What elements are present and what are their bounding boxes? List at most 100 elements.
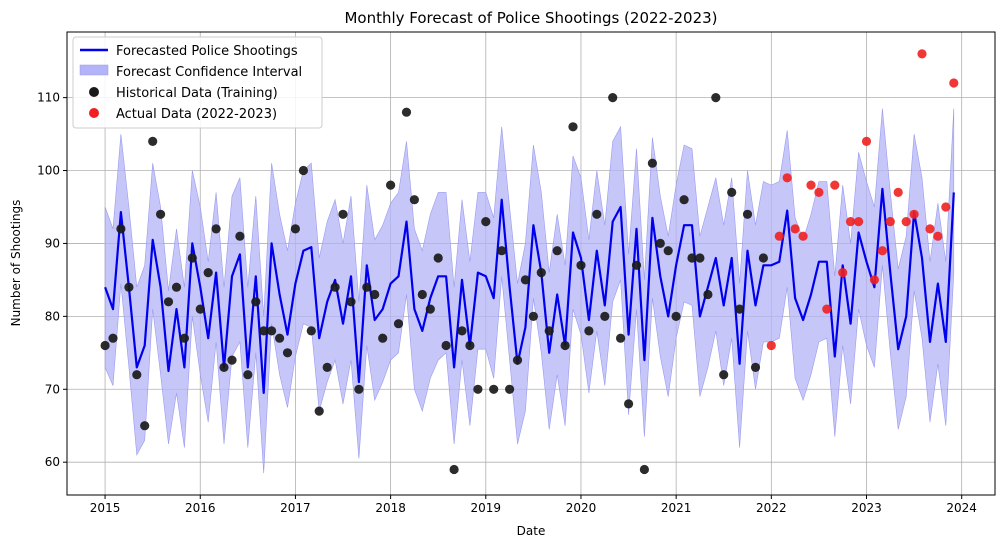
historical-point: [156, 209, 166, 219]
historical-point: [576, 260, 586, 270]
historical-point: [354, 384, 364, 394]
x-tick-label: 2022: [756, 501, 787, 515]
legend: Forecasted Police Shootings Forecast Con…: [72, 36, 323, 129]
legend-entry-historical: Historical Data (Training): [116, 86, 278, 101]
historical-point: [203, 268, 213, 278]
historical-point: [282, 348, 293, 358]
actual-point: [766, 340, 776, 351]
actual-points: [766, 49, 959, 351]
historical-point: [163, 297, 174, 307]
chart-title: Monthly Forecast of Police Shootings (20…: [344, 9, 717, 27]
historical-point: [219, 362, 229, 372]
historical-point: [457, 326, 467, 336]
x-tick-label: 2020: [566, 501, 597, 515]
historical-point: [314, 406, 324, 416]
legend-band-swatch: [79, 64, 109, 76]
historical-point: [362, 282, 372, 292]
historical-point: [338, 209, 348, 219]
historical-point: [473, 384, 483, 394]
historical-point: [330, 282, 340, 292]
y-tick-label: 100: [37, 164, 60, 178]
historical-point: [497, 246, 507, 256]
historical-point: [560, 340, 570, 351]
historical-point: [449, 464, 459, 475]
historical-point: [100, 340, 110, 351]
historical-point: [544, 326, 554, 336]
historical-point: [211, 224, 221, 234]
historical-point: [298, 165, 308, 176]
y-tick-label: 80: [45, 309, 60, 323]
historical-point: [346, 297, 356, 307]
y-tick-label: 110: [37, 91, 60, 105]
actual-point: [782, 173, 792, 183]
historical-point: [655, 238, 665, 248]
historical-point: [140, 421, 150, 431]
y-tick-label: 60: [45, 455, 60, 469]
historical-point: [568, 122, 578, 132]
actual-point: [838, 268, 848, 278]
confidence-band: [104, 108, 955, 474]
historical-point: [687, 253, 697, 263]
historical-point: [275, 333, 285, 343]
historical-point: [425, 304, 435, 314]
actual-point: [885, 217, 895, 227]
x-tick-label: 2023: [851, 501, 882, 515]
x-axis-title: Date: [517, 524, 546, 538]
actual-point: [941, 202, 951, 212]
historical-point: [441, 340, 451, 351]
historical-point: [378, 333, 388, 343]
historical-point: [592, 209, 602, 219]
historical-point: [251, 297, 261, 307]
historical-point: [600, 311, 610, 321]
actual-point: [822, 304, 832, 314]
actual-point: [814, 187, 824, 197]
actual-point: [774, 231, 784, 241]
legend-entry-actual: Actual Data (2022-2023): [116, 107, 277, 122]
x-tick-label: 2016: [185, 501, 216, 515]
actual-point: [798, 231, 808, 241]
historical-point: [259, 326, 269, 336]
plot-frame: [66, 31, 996, 496]
x-tick-label: 2019: [471, 501, 502, 515]
historical-point: [195, 304, 205, 314]
historical-point: [608, 93, 618, 103]
historical-point: [243, 370, 253, 380]
historical-point: [695, 253, 705, 263]
historical-point: [227, 355, 237, 365]
historical-point: [536, 268, 546, 278]
historical-point: [386, 180, 396, 190]
historical-point: [481, 217, 491, 227]
historical-point: [639, 464, 650, 475]
historical-point: [750, 362, 761, 372]
historical-point: [267, 326, 277, 336]
historical-points: [100, 93, 769, 475]
historical-point: [171, 282, 182, 292]
legend-actual-swatch: [89, 108, 99, 118]
historical-point: [727, 187, 737, 197]
historical-point: [624, 399, 634, 409]
x-tick-label: 2015: [90, 501, 121, 515]
actual-point: [869, 275, 880, 285]
historical-point: [179, 333, 189, 343]
actual-point: [854, 217, 864, 227]
historical-point: [711, 93, 721, 103]
historical-point: [124, 282, 134, 292]
y-tick-label: 90: [45, 236, 60, 250]
x-axis-ticks: 2015 2016 2017 2018 2019 2020 2021 2022 2023 2024: [90, 495, 977, 515]
historical-point: [520, 275, 531, 285]
historical-point: [433, 253, 443, 263]
legend-entry-confidence: Forecast Confidence Interval: [116, 65, 302, 80]
historical-point: [108, 333, 118, 343]
historical-point: [306, 326, 316, 336]
historical-point: [235, 231, 245, 241]
historical-point: [584, 326, 594, 336]
historical-point: [290, 224, 300, 234]
historical-point: [742, 209, 753, 219]
y-axis-title: Number of Shootings: [9, 200, 23, 327]
historical-point: [489, 384, 499, 394]
actual-point: [893, 187, 903, 197]
actual-point: [790, 224, 800, 234]
actual-point: [901, 217, 911, 227]
historical-point: [132, 370, 142, 380]
